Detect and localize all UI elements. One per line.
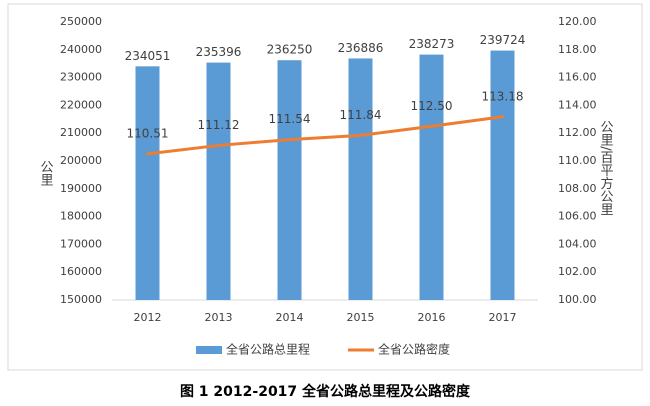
x-tick-label: 2013 [205, 311, 233, 324]
y-tick-label: 210000 [60, 126, 102, 139]
bar [206, 62, 231, 300]
bar [135, 66, 160, 300]
y-tick-label: 190000 [60, 182, 102, 195]
y2-tick-label: 104.00 [558, 237, 597, 250]
y2-axis-label: 公里/百平方公里 [598, 120, 614, 216]
y2-tick-label: 106.00 [558, 210, 597, 223]
y2-tick-label: 116.00 [558, 71, 597, 84]
y2-tick-label: 100.00 [558, 293, 597, 306]
line-value-label: 111.12 [198, 118, 240, 132]
x-tick-label: 2015 [347, 311, 375, 324]
bar [277, 60, 302, 300]
line-value-label: 111.54 [269, 112, 311, 126]
x-tick-label: 2016 [418, 311, 446, 324]
y-tick-label: 200000 [60, 154, 102, 167]
x-tick-label: 2014 [276, 311, 304, 324]
x-tick-label: 2012 [134, 311, 162, 324]
y-axis-label: 公里 [38, 160, 54, 186]
y2-tick-label: 110.00 [558, 154, 597, 167]
y-tick-label: 230000 [60, 71, 102, 84]
bar-value-label: 234051 [125, 49, 171, 63]
y-tick-label: 220000 [60, 98, 102, 111]
caption: 图 1 2012-2017 全省公路总里程及公路密度 [180, 383, 471, 400]
line-value-label: 110.51 [127, 126, 169, 140]
y-tick-label: 240000 [60, 43, 102, 56]
line [146, 115, 504, 156]
bar-value-label: 239724 [480, 33, 526, 47]
bar-value-label: 235396 [196, 45, 242, 59]
y2-tick-label: 120.00 [558, 15, 597, 28]
line-value-label: 112.50 [411, 99, 453, 113]
y2-tick-label: 114.00 [558, 98, 597, 111]
legend-label: 全省公路密度 [378, 342, 450, 357]
y2-tick-label: 112.00 [558, 126, 597, 139]
bar-value-label: 236886 [338, 41, 384, 55]
x-tick-label: 2017 [489, 311, 517, 324]
legend-label: 全省公路总里程 [226, 342, 310, 357]
y-tick-label: 250000 [60, 15, 102, 28]
bar [490, 50, 515, 301]
bar [348, 58, 373, 300]
y-tick-label: 160000 [60, 265, 102, 278]
y-tick-label: 150000 [60, 293, 102, 306]
y-tick-label: 170000 [60, 237, 102, 250]
chart-frame [7, 3, 643, 371]
line-value-label: 111.84 [340, 108, 382, 122]
y2-tick-label: 118.00 [558, 43, 597, 56]
bar [419, 54, 444, 300]
y2-tick-label: 108.00 [558, 182, 597, 195]
line-value-label: 113.18 [482, 89, 524, 103]
legend-swatch [196, 346, 222, 354]
bar-value-label: 236250 [267, 43, 313, 57]
y-tick-label: 180000 [60, 210, 102, 223]
y2-tick-label: 102.00 [558, 265, 597, 278]
bar-value-label: 238273 [409, 37, 455, 51]
